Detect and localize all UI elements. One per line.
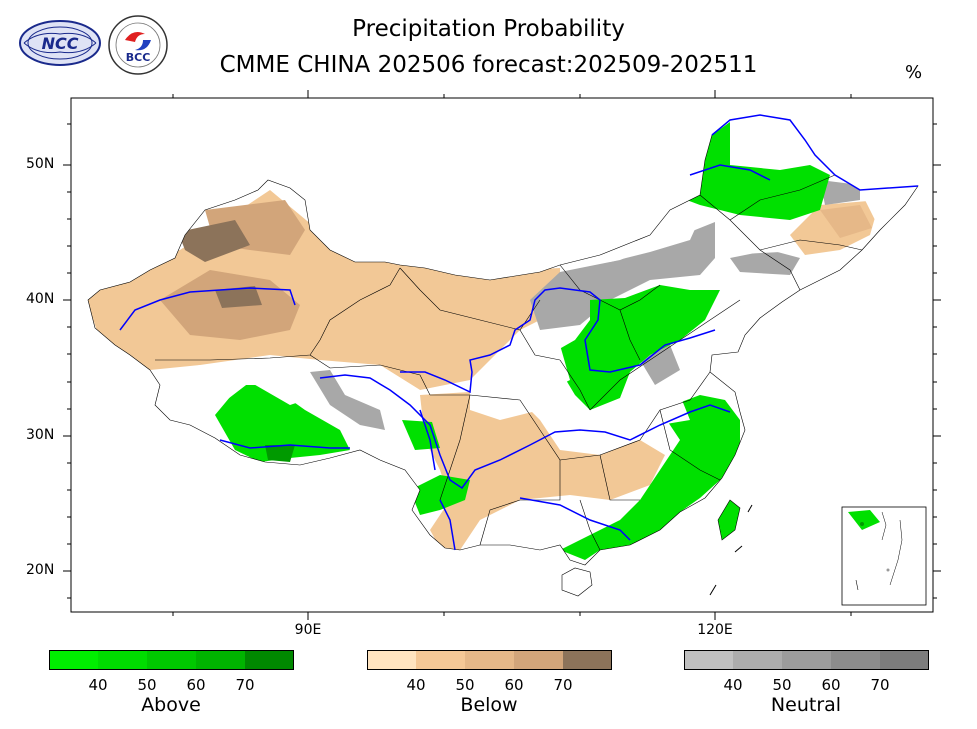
lat-label-50n: 50N <box>26 156 55 172</box>
legend-neutral-tick-40: 40 <box>723 676 743 694</box>
legend-neutral-swatch-2 <box>733 650 782 670</box>
lon-label-120e: 120E <box>697 622 733 638</box>
legend-neutral-swatch-1 <box>684 650 733 670</box>
above-region-dark <box>265 445 295 462</box>
legend-below-swatch-4 <box>514 650 563 670</box>
songhua <box>689 164 771 181</box>
ncc-logo: NCC <box>18 16 102 72</box>
above-region-yunnan <box>410 475 470 515</box>
below-region-southwest <box>420 392 665 550</box>
brahmaputra <box>219 439 350 449</box>
heilongjiang <box>711 114 919 191</box>
legend-above-tick-70: 70 <box>235 676 255 694</box>
legend-neutral-label: Neutral <box>770 694 842 716</box>
legend-below: 40 50 60 70 Below <box>367 650 612 716</box>
axis-ticks <box>63 90 941 620</box>
legend-above-swatch-1 <box>49 650 98 670</box>
below-region-dark-2 <box>215 286 262 308</box>
legend-above-swatch-3 <box>147 650 196 670</box>
pearl-river <box>519 497 631 541</box>
legend-below-swatch-1 <box>367 650 416 670</box>
yangtze-river <box>319 374 731 490</box>
legend-below-tick-40: 40 <box>406 676 426 694</box>
legend-neutral-swatch-3 <box>782 650 831 670</box>
legend-above-tick-40: 40 <box>88 676 108 694</box>
legend-below-tick-70: 70 <box>553 676 573 694</box>
legend-neutral-tick-70: 70 <box>870 676 890 694</box>
legend-below-swatch-3 <box>465 650 514 670</box>
legend-above-tick-60: 60 <box>186 676 206 694</box>
yellow-river <box>400 287 716 394</box>
legend-neutral-swatch-4 <box>831 650 880 670</box>
legend-neutral: 40 50 60 70 Neutral <box>684 650 929 716</box>
legend-above-label: Above <box>141 694 201 716</box>
above-region-tibet <box>215 385 350 462</box>
above-region-north-china <box>540 285 720 410</box>
above-region-northeast <box>660 122 830 220</box>
legend-neutral-swatch-5 <box>880 650 929 670</box>
map-title-line1: Precipitation Probability <box>352 16 625 42</box>
legend-below-swatch-5 <box>563 650 612 670</box>
neutral-region-northeast-1 <box>820 180 860 205</box>
neutral-region-northeast-2 <box>730 250 800 275</box>
boundaries <box>87 114 919 597</box>
neutral-region-north <box>530 222 715 330</box>
lat-label-40n: 40N <box>26 291 55 307</box>
hainan-border <box>561 567 593 597</box>
neutral-region-tibet <box>310 370 385 430</box>
taiwan-border <box>717 499 741 541</box>
legend-below-label: Below <box>460 694 518 716</box>
legend-neutral-tick-60: 60 <box>821 676 841 694</box>
legend-below-tick-60: 60 <box>504 676 524 694</box>
below-region-northeast-mid <box>820 205 872 238</box>
south-china-sea-inset <box>841 506 927 606</box>
bcc-logo-text: BCC <box>126 51 151 64</box>
legend-above-swatch-2 <box>98 650 147 670</box>
legend-neutral-tick-50: 50 <box>772 676 792 694</box>
lat-label-20n: 20N <box>26 562 55 578</box>
legend-above: 40 50 60 70 Above <box>49 650 294 716</box>
bcc-logo: BCC <box>107 14 169 80</box>
china-border <box>87 114 919 566</box>
unit-label: % <box>905 62 923 83</box>
above-region-southeast <box>560 395 740 560</box>
legend-below-swatch-2 <box>416 650 465 670</box>
lat-label-30n: 30N <box>26 427 55 443</box>
map-title-line2: CMME CHINA 202506 forecast:202509-202511 <box>219 52 758 78</box>
tarim-river <box>119 287 296 331</box>
legend-below-tick-50: 50 <box>455 676 475 694</box>
ncc-logo-text: NCC <box>42 34 79 53</box>
legend-above-swatch-4 <box>196 650 245 670</box>
legend-above-swatch-5 <box>245 650 294 670</box>
lon-label-90e: 90E <box>294 622 322 638</box>
rivers <box>119 114 919 551</box>
legend-above-tick-50: 50 <box>137 676 157 694</box>
below-region-dark-1 <box>178 220 250 262</box>
